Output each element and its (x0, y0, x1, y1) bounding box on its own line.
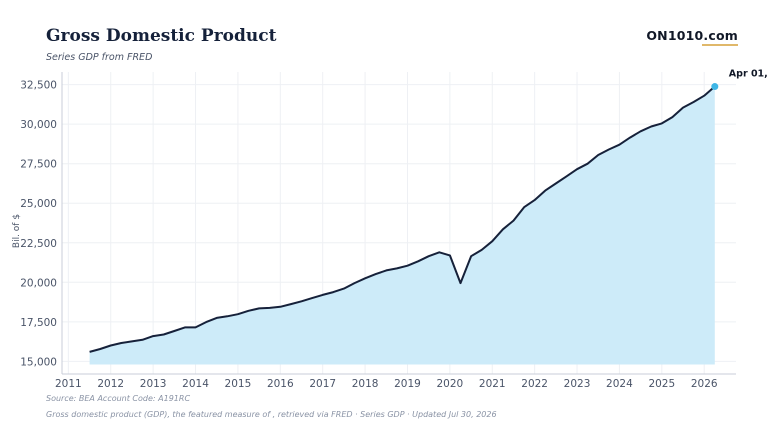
y-tick-label: 25,000 (20, 198, 57, 210)
y-tick-label: 22,500 (20, 238, 57, 250)
chart-title: Gross Domestic Product (46, 26, 277, 46)
y-tick-label: 17,500 (20, 317, 57, 329)
y-tick-label: 27,500 (20, 159, 57, 171)
last-point-label: Apr 01, 2026 (729, 69, 768, 80)
x-tick-label: 2024 (606, 378, 633, 390)
x-tick-label: 2019 (394, 378, 421, 390)
x-tick-label: 2023 (564, 378, 591, 390)
brand-logo[interactable]: ON1010.com (646, 28, 738, 43)
x-tick-label: 2014 (182, 378, 209, 390)
x-tick-label: 2015 (225, 378, 252, 390)
y-axis-label: Bil. of $ (12, 214, 22, 248)
series-area (89, 86, 715, 365)
x-tick-label: 2016 (267, 378, 294, 390)
x-tick-label: 2020 (437, 378, 464, 390)
x-tick-label: 2021 (479, 378, 506, 390)
y-tick-label: 30,000 (20, 119, 57, 131)
footer-source: Source: BEA Account Code: A191RC (46, 394, 191, 403)
chart-subtitle: Series GDP from FRED (46, 52, 153, 63)
series-line (89, 85, 716, 353)
x-tick-label: 2017 (309, 378, 336, 390)
y-tick-label: 32,500 (20, 80, 57, 92)
last-point-marker (711, 83, 719, 91)
y-tick-label: 15,000 (20, 356, 57, 368)
brand-underline (702, 44, 738, 46)
y-tick-label: 20,000 (20, 277, 57, 289)
x-tick-label: 2026 (691, 378, 718, 390)
x-tick-label: 2013 (140, 378, 167, 390)
footer-description: Gross domestic product (GDP), the featur… (46, 410, 497, 419)
x-tick-label: 2011 (55, 378, 82, 390)
x-tick-label: 2018 (352, 378, 379, 390)
x-tick-label: 2025 (648, 378, 675, 390)
x-tick-label: 2022 (521, 378, 548, 390)
x-tick-label: 2012 (97, 378, 124, 390)
